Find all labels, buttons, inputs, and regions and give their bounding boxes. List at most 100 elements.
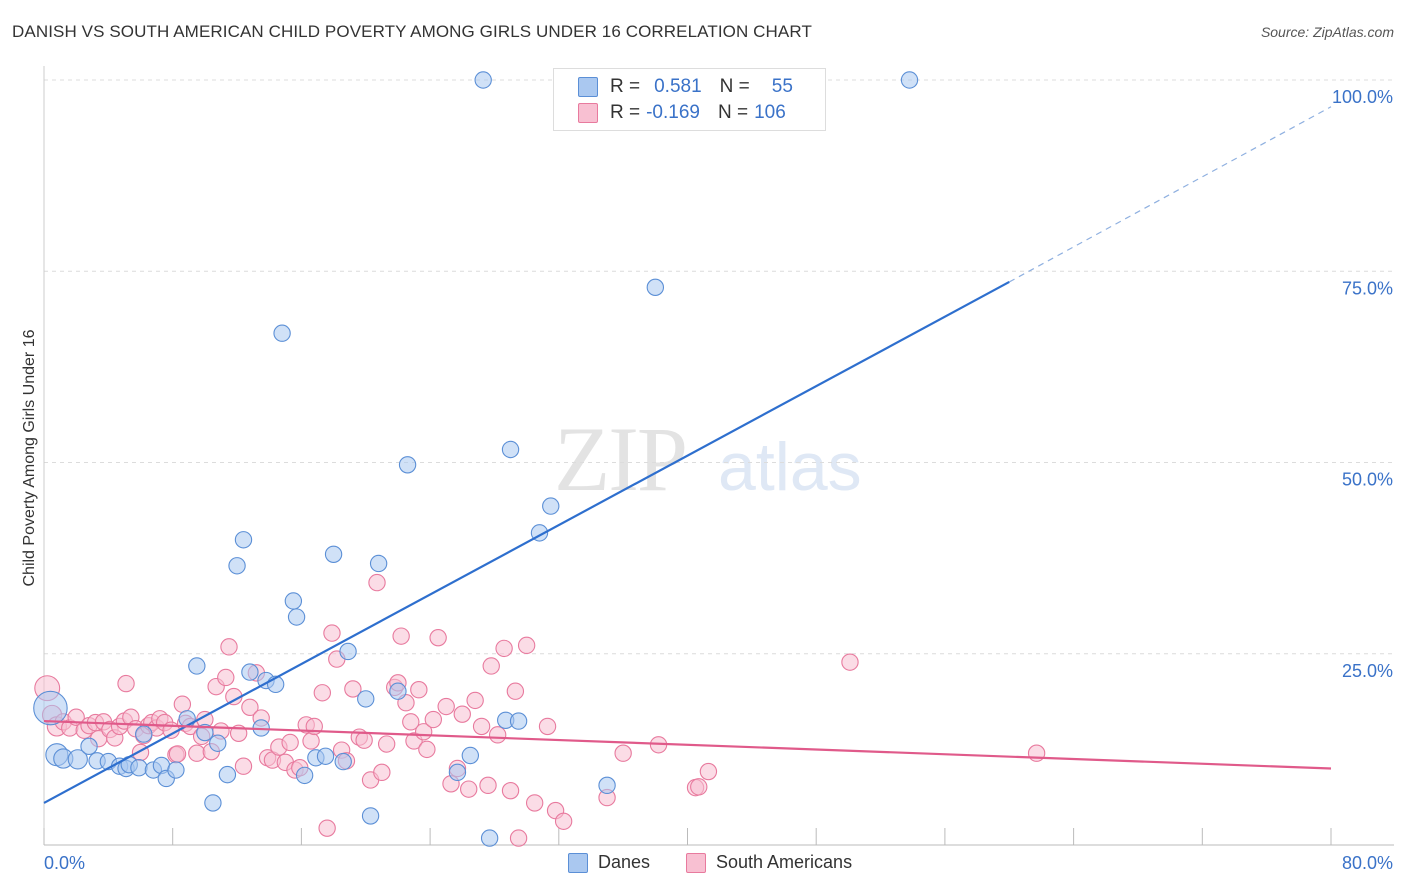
data-point bbox=[480, 829, 499, 847]
data-point bbox=[220, 638, 238, 656]
grid bbox=[44, 79, 1394, 655]
south-americans-swatch bbox=[686, 852, 706, 873]
x-tick-label: 0.0% bbox=[44, 853, 85, 873]
trend-lines bbox=[43, 106, 1332, 804]
data-point bbox=[410, 681, 428, 699]
data-point bbox=[313, 684, 332, 702]
data-point bbox=[488, 726, 507, 744]
data-point bbox=[900, 71, 919, 89]
data-point bbox=[302, 732, 320, 750]
data-point bbox=[368, 573, 386, 592]
data-point bbox=[461, 746, 480, 765]
series-legend: Danes South Americans bbox=[0, 852, 1406, 876]
data-point bbox=[355, 731, 373, 749]
data-point bbox=[167, 761, 185, 779]
data-point bbox=[117, 674, 135, 693]
data-point bbox=[482, 657, 500, 675]
data-point bbox=[392, 627, 410, 645]
south-americans-trend-line bbox=[43, 719, 1332, 770]
data-point bbox=[517, 636, 536, 655]
danes-swatch bbox=[568, 852, 588, 873]
data-point bbox=[344, 680, 362, 698]
data-point bbox=[614, 744, 632, 762]
y-tick-label: 100.0% bbox=[1332, 87, 1393, 107]
data-point bbox=[369, 554, 388, 573]
data-point bbox=[188, 657, 206, 675]
data-point bbox=[241, 698, 259, 716]
data-point bbox=[453, 705, 471, 723]
data-point bbox=[80, 737, 98, 756]
data-point bbox=[273, 324, 291, 342]
data-point bbox=[287, 608, 306, 626]
x-tick-label: 80.0% bbox=[1342, 853, 1393, 873]
data-point bbox=[339, 642, 357, 661]
data-point bbox=[538, 717, 557, 736]
data-point bbox=[429, 628, 447, 647]
data-point bbox=[398, 456, 417, 474]
data-point bbox=[228, 557, 246, 575]
data-point bbox=[479, 776, 497, 795]
south-americans-swatch bbox=[578, 103, 598, 123]
legend-n-label: N = bbox=[719, 76, 750, 97]
data-point bbox=[284, 592, 303, 610]
data-point bbox=[130, 759, 148, 777]
danes-swatch bbox=[578, 77, 598, 97]
data-point bbox=[377, 735, 396, 753]
data-point bbox=[33, 690, 68, 726]
legend-n-value: 55 bbox=[771, 76, 793, 97]
y-tick-label: 75.0% bbox=[1342, 278, 1393, 298]
data-point bbox=[204, 794, 222, 812]
data-point bbox=[234, 531, 253, 549]
data-point bbox=[67, 749, 88, 770]
data-point bbox=[402, 713, 420, 731]
data-point bbox=[699, 762, 718, 781]
legend-item-danes[interactable]: Danes bbox=[568, 852, 650, 873]
legend-n-label: N = bbox=[717, 102, 749, 123]
data-point bbox=[472, 717, 491, 736]
data-point bbox=[437, 697, 455, 716]
data-point bbox=[218, 765, 237, 784]
legend-r-label: R = bbox=[610, 76, 641, 97]
watermark-zip: ZIP bbox=[554, 408, 686, 510]
data-point bbox=[424, 710, 443, 729]
data-point bbox=[841, 653, 859, 671]
legend-n-value: 106 bbox=[754, 102, 786, 123]
data-point bbox=[188, 744, 206, 762]
data-point bbox=[466, 691, 484, 710]
data-point bbox=[495, 639, 513, 658]
data-point bbox=[135, 725, 153, 743]
tick-labels: 25.0% 50.0% 75.0% 100.0% 0.0% 80.0% bbox=[44, 87, 1393, 873]
y-tick-label: 25.0% bbox=[1342, 661, 1393, 681]
data-point bbox=[501, 781, 520, 800]
data-point bbox=[373, 763, 391, 782]
data-point bbox=[323, 624, 341, 642]
data-point bbox=[281, 733, 299, 752]
correlation-legend: R = 0.581 N = 55 R = -0.169 N = 106 bbox=[553, 68, 826, 131]
data-point bbox=[357, 690, 375, 708]
legend-r-value: -0.169 bbox=[646, 102, 700, 123]
data-point bbox=[316, 747, 335, 765]
data-point bbox=[209, 734, 227, 752]
data-point bbox=[542, 497, 560, 515]
chart-title: DANISH VS SOUTH AMERICAN CHILD POVERTY A… bbox=[12, 22, 812, 41]
y-tick-label: 50.0% bbox=[1342, 470, 1393, 490]
data-point bbox=[295, 766, 314, 785]
data-point bbox=[554, 812, 573, 830]
data-point bbox=[334, 752, 352, 771]
data-point bbox=[217, 668, 235, 687]
data-point bbox=[506, 682, 525, 700]
data-point bbox=[324, 545, 343, 563]
data-point bbox=[418, 740, 436, 759]
data-point bbox=[168, 745, 187, 763]
data-point bbox=[598, 776, 616, 795]
danes-trend-line bbox=[43, 280, 1010, 804]
watermark: ZIP atlas bbox=[554, 408, 862, 510]
legend-item-south-americans[interactable]: South Americans bbox=[686, 852, 852, 873]
legend-r-label: R = bbox=[610, 102, 641, 123]
watermark-atlas: atlas bbox=[718, 429, 862, 505]
legend-row-danes: R = 0.581 N = 55 bbox=[578, 75, 793, 99]
danes-trend-extension bbox=[1008, 106, 1332, 283]
data-point bbox=[318, 819, 336, 837]
data-point bbox=[389, 682, 407, 700]
data-point bbox=[525, 794, 544, 812]
